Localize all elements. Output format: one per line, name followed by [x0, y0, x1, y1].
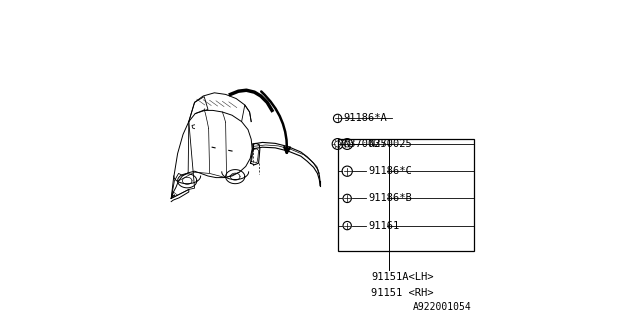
Text: 91151A<LH>: 91151A<LH> — [371, 272, 434, 282]
Text: N370025: N370025 — [344, 139, 387, 149]
Bar — [338, 139, 474, 251]
Text: 91186*B: 91186*B — [368, 193, 412, 204]
Text: 91151 <RH>: 91151 <RH> — [371, 288, 434, 298]
Text: 91186*A: 91186*A — [344, 113, 387, 124]
Text: 91186*C: 91186*C — [368, 166, 412, 176]
Text: 91161: 91161 — [368, 220, 399, 231]
Text: N370025: N370025 — [368, 139, 412, 149]
Text: A922001054: A922001054 — [413, 302, 472, 312]
